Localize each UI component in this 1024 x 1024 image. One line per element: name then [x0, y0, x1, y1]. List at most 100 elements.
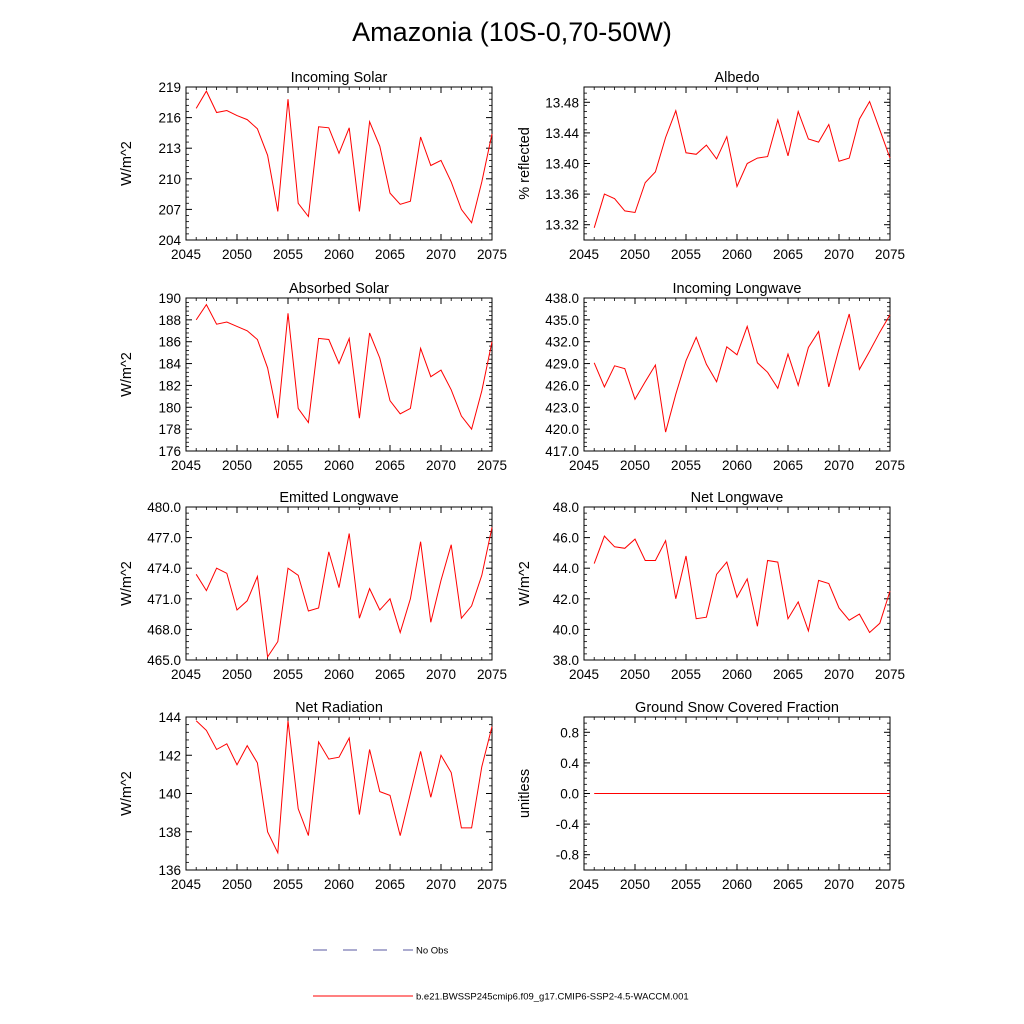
y-tick-label: 468.0	[147, 622, 181, 637]
panel-title: Incoming Solar	[291, 70, 388, 86]
x-tick-label: 2070	[824, 247, 854, 262]
y-tick-label: 180	[158, 400, 181, 415]
x-tick-label: 2050	[222, 247, 252, 262]
panel-title: Incoming Longwave	[673, 281, 802, 297]
y-axis-label: W/m^2	[119, 561, 135, 606]
plot-frame	[185, 716, 493, 871]
x-tick-label: 2050	[620, 458, 650, 473]
legend-model-label: b.e21.BWSSP245cmip6.f09_g17.CMIP6-SSP2-4…	[416, 992, 689, 1003]
x-tick-label: 2075	[477, 458, 507, 473]
x-tick-label: 2065	[375, 877, 405, 892]
y-tick-label: 204	[158, 233, 181, 248]
y-tick-label: 48.0	[553, 500, 579, 515]
x-tick-label: 2060	[324, 458, 354, 473]
x-tick-label: 2055	[671, 667, 701, 682]
x-tick-label: 2050	[620, 667, 650, 682]
x-tick-label: 2065	[773, 458, 803, 473]
x-tick-label: 2045	[569, 667, 599, 682]
x-tick-label: 2065	[375, 667, 405, 682]
panel-net-longwave: Net Longwave 2045 2050 2055 2060 2065 2070 2075…	[517, 490, 905, 682]
y-tick-label: 13.40	[545, 157, 579, 172]
panels: Incoming Solar 2045 2050 2055 2060 2065 2070 20…	[119, 70, 905, 892]
y-tick-label: 138	[158, 825, 181, 840]
y-tick-label: 474.0	[147, 561, 181, 576]
series-line	[593, 313, 891, 433]
y-tick-label: 42.0	[553, 592, 579, 607]
y-tick-label: -0.4	[556, 817, 580, 832]
y-tick-label: 0.8	[560, 725, 579, 740]
y-tick-label: 480.0	[147, 500, 181, 515]
y-tick-label: 38.0	[553, 653, 579, 668]
x-tick-label: 2070	[426, 247, 456, 262]
panel-title: Net Radiation	[295, 700, 383, 716]
y-tick-label: 423.0	[545, 400, 579, 415]
y-axis-label: W/m^2	[119, 771, 135, 816]
x-tick-label: 2065	[773, 247, 803, 262]
series-line	[195, 720, 493, 855]
y-tick-label: 213	[158, 141, 181, 156]
y-tick-label: 465.0	[147, 653, 181, 668]
x-tick-label: 2045	[171, 667, 201, 682]
y-tick-label: 144	[158, 710, 181, 725]
plot-frame	[185, 86, 493, 241]
y-axis-label: unitless	[517, 769, 533, 818]
x-tick-label: 2065	[773, 877, 803, 892]
x-tick-label: 2060	[324, 877, 354, 892]
y-tick-label: 44.0	[553, 561, 579, 576]
figure-title: Amazonia (10S-0,70-50W)	[352, 17, 672, 47]
y-tick-label: 0.0	[560, 787, 579, 802]
x-tick-label: 2045	[171, 458, 201, 473]
x-tick-label: 2065	[375, 247, 405, 262]
x-tick-label: 2060	[722, 458, 752, 473]
y-tick-label: 46.0	[553, 531, 579, 546]
plot-frame	[583, 86, 891, 241]
y-tick-label: 471.0	[147, 592, 181, 607]
x-tick-label: 2060	[722, 877, 752, 892]
x-tick-label: 2055	[273, 458, 303, 473]
x-tick-label: 2045	[171, 877, 201, 892]
y-tick-label: 0.4	[560, 756, 579, 771]
series-line	[195, 527, 493, 659]
x-tick-label: 2055	[671, 458, 701, 473]
x-tick-label: 2050	[620, 877, 650, 892]
plot-frame	[185, 506, 493, 661]
x-tick-label: 2075	[875, 667, 905, 682]
y-tick-label: 184	[158, 357, 181, 372]
y-tick-label: 219	[158, 80, 181, 95]
x-tick-label: 2070	[824, 458, 854, 473]
y-tick-label: 477.0	[147, 531, 181, 546]
y-tick-label: 13.32	[545, 218, 579, 233]
y-tick-label: 190	[158, 291, 181, 306]
plot-frame	[583, 506, 891, 661]
y-axis-label: W/m^2	[517, 561, 533, 606]
x-tick-label: 2065	[773, 667, 803, 682]
legend: No Obs b.e21.BWSSP245cmip6.f09_g17.CMIP6…	[313, 946, 689, 1003]
panel-title: Ground Snow Covered Fraction	[635, 700, 839, 716]
panel-title: Albedo	[714, 70, 759, 86]
x-tick-label: 2075	[477, 877, 507, 892]
x-tick-label: 2060	[722, 247, 752, 262]
y-axis-label: W/m^2	[119, 352, 135, 397]
x-tick-label: 2055	[671, 877, 701, 892]
y-tick-label: -0.8	[556, 848, 579, 863]
y-tick-label: 13.44	[545, 126, 579, 141]
y-tick-label: 13.36	[545, 187, 579, 202]
y-tick-label: 210	[158, 172, 181, 187]
panel-title: Net Longwave	[691, 490, 784, 506]
y-tick-label: 142	[158, 748, 181, 763]
series-line	[195, 303, 493, 431]
legend-obs-label: No Obs	[416, 946, 448, 957]
x-tick-label: 2070	[426, 458, 456, 473]
y-tick-label: 13.48	[545, 95, 579, 110]
panel-net-radiation: Net Radiation 2045 2050 2055 2060 2065 2070 207…	[119, 700, 507, 892]
y-tick-label: 432.0	[545, 335, 579, 350]
x-tick-label: 2050	[620, 247, 650, 262]
x-tick-label: 2055	[273, 247, 303, 262]
x-tick-label: 2065	[375, 458, 405, 473]
series-line	[593, 535, 891, 634]
y-tick-label: 438.0	[545, 291, 579, 306]
y-axis-label: % reflected	[517, 127, 533, 200]
y-tick-label: 417.0	[545, 444, 579, 459]
x-tick-label: 2045	[569, 877, 599, 892]
